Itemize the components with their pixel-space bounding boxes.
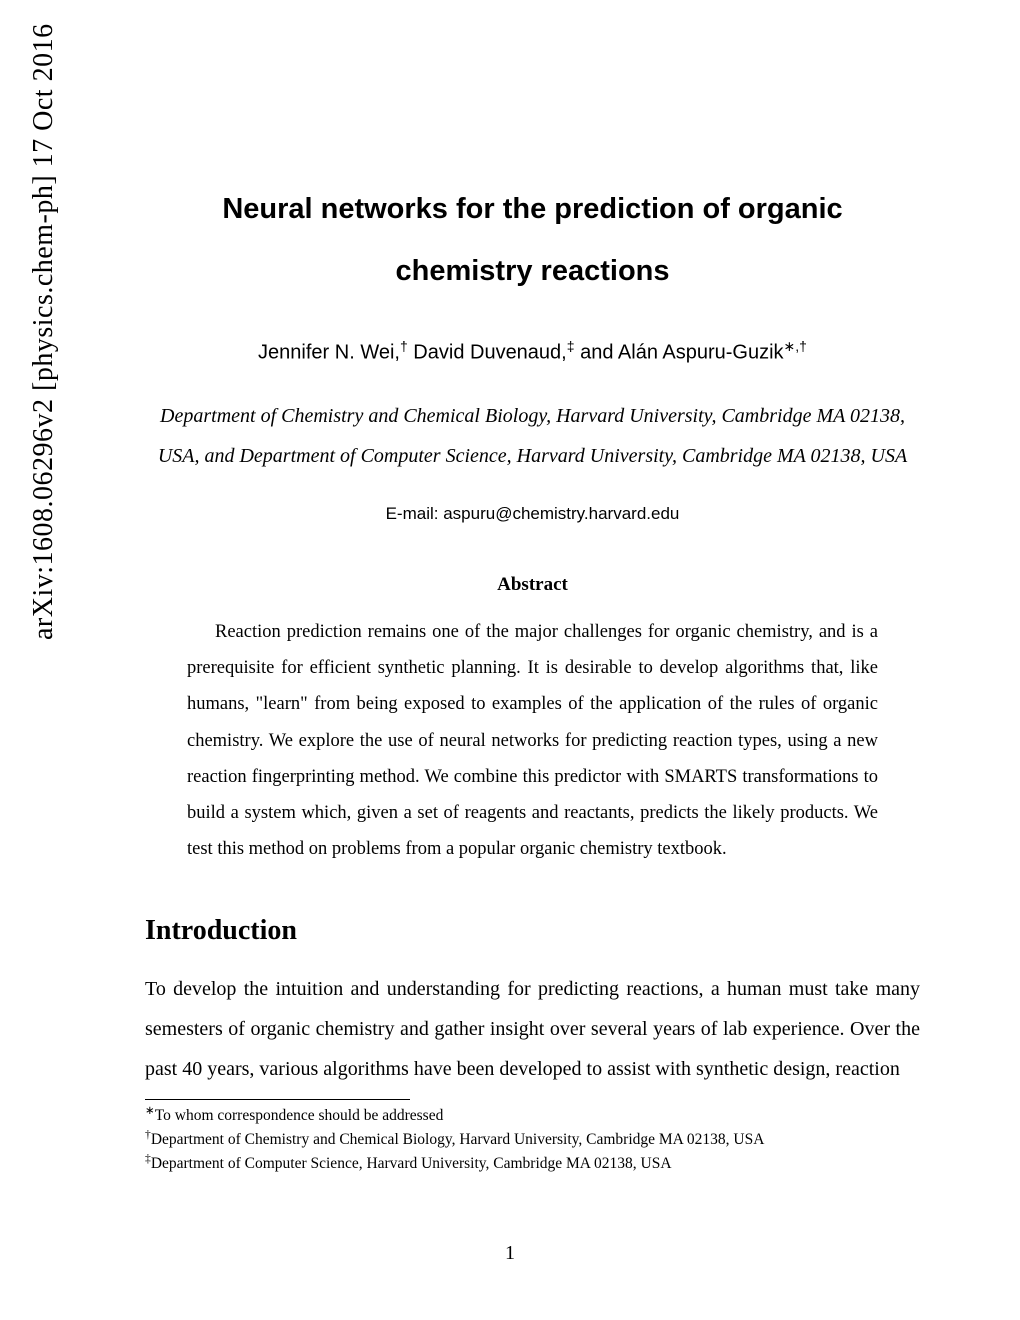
footnote-1-mark: ∗ (145, 1104, 155, 1117)
abstract-heading: Abstract (145, 574, 920, 596)
author-3-mark: ∗,† (784, 338, 807, 354)
footnote-1-text: To whom correspondence should be address… (155, 1107, 444, 1124)
footnote-3-text: Department of Computer Science, Harvard … (151, 1155, 672, 1172)
paper-title: Neural networks for the prediction of or… (145, 178, 920, 303)
footnote-3: ‡Department of Computer Science, Harvard… (145, 1151, 920, 1175)
introduction-text: To develop the intuition and understandi… (145, 969, 920, 1089)
introduction-heading: Introduction (145, 915, 920, 947)
authors-line: Jennifer N. Wei,† David Duvenaud,‡ and A… (145, 338, 920, 365)
footnote-2: †Department of Chemistry and Chemical Bi… (145, 1127, 920, 1151)
footnote-divider (145, 1099, 410, 1100)
author-1-mark: † (400, 338, 408, 354)
page-number: 1 (0, 1242, 1020, 1265)
title-line-1: Neural networks for the prediction of or… (222, 193, 842, 225)
author-3-name: and Alán Aspuru-Guzik (575, 341, 784, 363)
footnote-2-text: Department of Chemistry and Chemical Bio… (151, 1131, 765, 1148)
arxiv-identifier: arXiv:1608.06296v2 [physics.chem-ph] 17 … (28, 23, 60, 640)
email-label: E-mail: (386, 504, 444, 523)
affiliation: Department of Chemistry and Chemical Bio… (145, 396, 920, 476)
author-2-mark: ‡ (567, 338, 575, 354)
paper-content: Neural networks for the prediction of or… (145, 0, 920, 1175)
abstract-text: Reaction prediction remains one of the m… (145, 614, 920, 866)
email-line: E-mail: aspuru@chemistry.harvard.edu (145, 504, 920, 524)
author-1-name: Jennifer N. Wei, (258, 341, 400, 363)
title-line-2: chemistry reactions (395, 255, 669, 287)
author-2-name: David Duvenaud, (408, 341, 567, 363)
email-address: aspuru@chemistry.harvard.edu (443, 504, 679, 523)
footnote-1: ∗To whom correspondence should be addres… (145, 1103, 920, 1127)
